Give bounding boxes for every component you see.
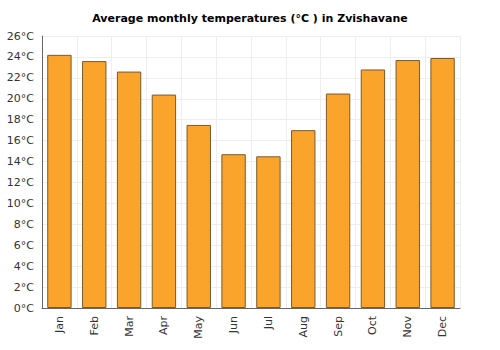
svg-text:26°C: 26°C: [7, 30, 34, 43]
svg-text:10°C: 10°C: [7, 197, 34, 210]
svg-text:12°C: 12°C: [7, 176, 34, 189]
svg-text:Jun: Jun: [227, 316, 240, 334]
svg-text:14°C: 14°C: [7, 155, 34, 168]
svg-text:Dec: Dec: [436, 316, 449, 337]
svg-text:Average monthly temperatures (: Average monthly temperatures (°C ) in Zv…: [92, 12, 408, 25]
svg-text:Apr: Apr: [157, 316, 170, 336]
svg-text:8°C: 8°C: [14, 218, 34, 231]
svg-text:Mar: Mar: [123, 316, 136, 337]
svg-text:2°C: 2°C: [14, 281, 34, 294]
svg-text:Sep: Sep: [332, 316, 345, 337]
svg-text:May: May: [192, 316, 205, 339]
svg-text:Oct: Oct: [366, 315, 379, 335]
svg-text:Aug: Aug: [297, 316, 310, 337]
svg-text:Jan: Jan: [53, 316, 66, 334]
svg-text:Feb: Feb: [88, 316, 101, 335]
svg-text:6°C: 6°C: [14, 239, 34, 252]
svg-text:16°C: 16°C: [7, 134, 34, 147]
svg-text:20°C: 20°C: [7, 92, 34, 105]
svg-text:22°C: 22°C: [7, 71, 34, 84]
svg-text:24°C: 24°C: [7, 50, 34, 63]
svg-text:Nov: Nov: [401, 316, 414, 338]
svg-text:18°C: 18°C: [7, 113, 34, 126]
svg-text:Jul: Jul: [262, 316, 275, 330]
svg-text:0°C: 0°C: [14, 302, 34, 315]
svg-text:4°C: 4°C: [14, 260, 34, 273]
